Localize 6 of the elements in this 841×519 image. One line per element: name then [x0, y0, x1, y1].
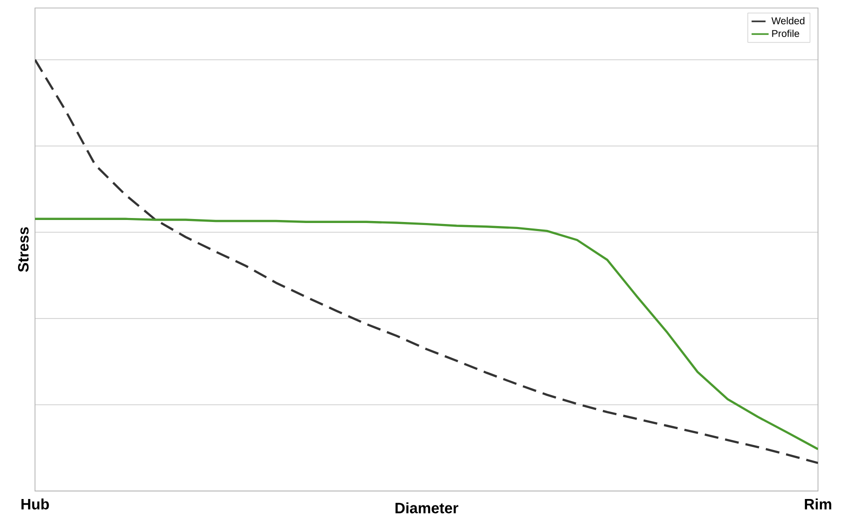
legend-label: Profile: [772, 30, 800, 38]
y-axis-title: Stress: [18, 227, 29, 272]
legend-label: Welded: [771, 17, 804, 24]
x-axis-title: Diameter: [396, 502, 458, 514]
x-tick-label: Rim: [804, 498, 832, 510]
x-tick-label: Hub: [21, 498, 49, 510]
